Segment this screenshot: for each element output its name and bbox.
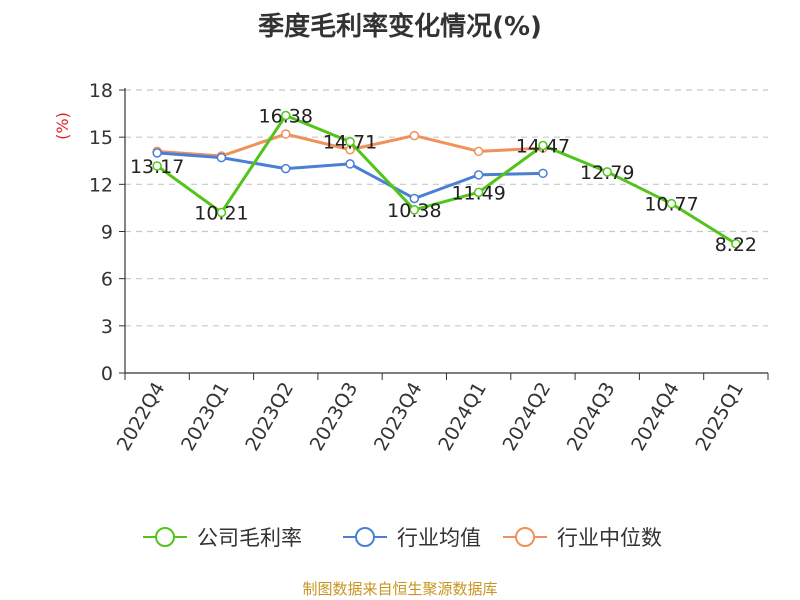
data-point [281, 110, 291, 121]
data-point [152, 161, 162, 171]
chart-title: 季度毛利率变化情况(%) [258, 12, 542, 42]
x-tick-label: 2023Q1 [177, 379, 234, 455]
legend: 公司毛利率 行业均值 行业中位数 [143, 526, 662, 550]
y-tick-label: 6 [101, 269, 113, 291]
data-point [345, 136, 355, 147]
data-point [538, 168, 548, 179]
x-tick-label: 2024Q1 [434, 379, 491, 455]
data-point [216, 152, 227, 163]
legend-marker [155, 527, 175, 547]
data-point [731, 239, 741, 249]
y-axis-label: (%) [53, 112, 72, 140]
data-point [473, 187, 484, 198]
data-point [538, 140, 548, 151]
data-point [152, 148, 162, 158]
data-label: 10.38 [387, 200, 441, 222]
x-tick-label: 2023Q4 [370, 379, 427, 455]
legend-item: 行业均值 [343, 526, 481, 550]
y-tick-label: 15 [89, 127, 113, 149]
legend-item: 行业中位数 [503, 526, 662, 550]
data-point [666, 198, 677, 209]
legend-item: 公司毛利率 [143, 526, 302, 550]
x-tick-label: 2024Q2 [499, 379, 556, 455]
x-tick-label: 2023Q3 [306, 379, 363, 455]
legend-marker [355, 527, 375, 547]
y-tick-label: 18 [89, 80, 113, 102]
data-label: 14.47 [516, 135, 570, 157]
data-labels: 13.17 10.21 16.38 14.71 10.38 11.49 14.47 12.79… [130, 105, 757, 255]
data-point [281, 129, 291, 139]
data-point [281, 163, 291, 174]
x-tick-label: 2023Q2 [241, 379, 298, 455]
y-tick-label: 9 [101, 222, 113, 244]
data-label: 8.22 [715, 234, 757, 256]
data-label: 10.21 [194, 202, 248, 224]
legend-marker [515, 527, 535, 547]
y-tick-label: 3 [101, 316, 113, 338]
grid-lines [125, 89, 768, 327]
legend-label: 行业中位数 [557, 526, 662, 550]
data-label: 11.49 [451, 182, 505, 204]
data-label: 12.79 [580, 162, 634, 184]
data-point [409, 193, 420, 204]
x-tick-label: 2022Q4 [113, 379, 170, 455]
y-tick-label: 12 [89, 174, 113, 196]
legend-label: 公司毛利率 [197, 526, 302, 550]
series-line-0 [156, 113, 737, 246]
x-tick-label: 2025Q1 [691, 379, 748, 455]
data-label: 10.77 [644, 194, 698, 216]
legend-label: 行业均值 [397, 526, 481, 550]
data-point [473, 146, 484, 157]
data-label: 13.17 [130, 156, 184, 178]
data-label: 14.71 [323, 132, 377, 154]
y-tick-label: 0 [101, 363, 113, 385]
source-note: 制图数据来自恒生聚源数据库 [302, 580, 498, 598]
data-label: 16.38 [259, 105, 313, 127]
data-point [602, 167, 612, 177]
data-point [345, 159, 355, 169]
data-point [216, 207, 227, 218]
data-point [409, 205, 420, 215]
data-point [473, 170, 484, 180]
series-group [152, 110, 741, 249]
x-tick-label: 2024Q4 [627, 379, 684, 455]
data-point [409, 130, 420, 141]
x-tick-label: 2024Q3 [563, 379, 620, 455]
